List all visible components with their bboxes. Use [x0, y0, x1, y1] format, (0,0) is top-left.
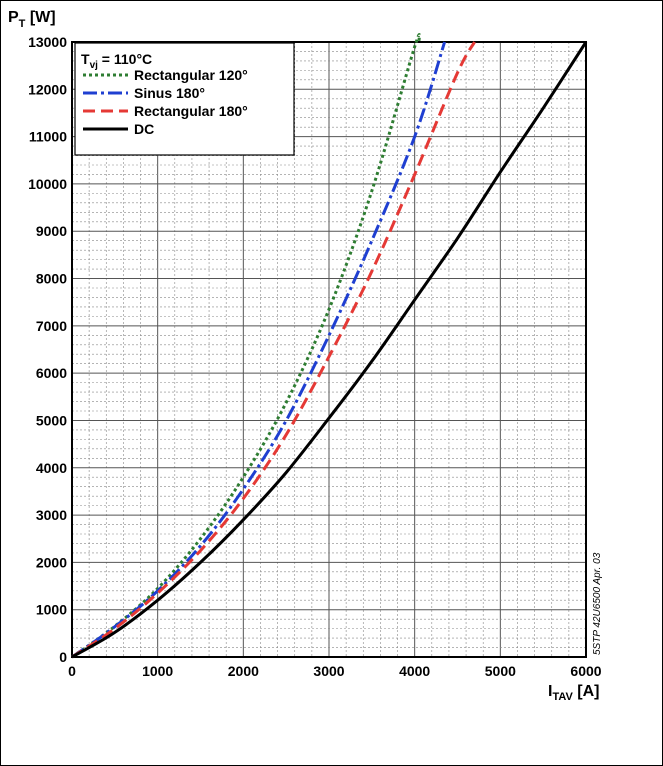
x-tick-label: 5000 [485, 663, 516, 679]
legend-box [74, 42, 295, 156]
x-axis-label-sub: TAV [552, 691, 573, 703]
y-tick-label: 11000 [29, 129, 67, 145]
y-tick-label: 6000 [36, 365, 67, 381]
series-line-0 [71, 33, 421, 659]
x-tick-label: 1000 [142, 663, 173, 679]
legend-entries: Rectangular 120° Sinus 180° Rectangular 18… [83, 67, 248, 137]
series-layer [71, 33, 588, 659]
y-axis-label-sub: T [19, 18, 26, 30]
series-line-1 [71, 41, 447, 659]
y-axis-label-main: P [8, 9, 19, 26]
y-tick-label: 0 [59, 649, 67, 665]
y-tick-label: 10000 [28, 176, 67, 192]
side-note: 5STP 42U6500 Apr. 03 [592, 552, 603, 655]
legend-title-rest: = 110°C [98, 51, 152, 67]
y-tick-label: 9000 [36, 223, 67, 239]
legend-label-1: Sinus 180° [134, 85, 205, 101]
y-tick-label: 3000 [36, 507, 67, 523]
y-tick-label: 5000 [36, 412, 67, 428]
legend-label-2: Rectangular 180° [134, 103, 248, 119]
y-axis-label: PT [W] [8, 9, 56, 30]
y-axis-label-unit: [W] [25, 9, 55, 26]
x-tick-label: 4000 [399, 663, 430, 679]
y-tick-label: 4000 [36, 460, 67, 476]
x-axis-label-unit: [A] [573, 683, 600, 700]
x-axis-label-main: I [548, 683, 552, 700]
series-line-2 [71, 41, 476, 659]
y-tick-label: 1000 [36, 602, 67, 618]
legend-label-0: Rectangular 120° [134, 67, 248, 83]
y-tick-label: 2000 [36, 554, 67, 570]
series-line-3 [71, 41, 588, 659]
x-tick-label: 0 [68, 663, 76, 679]
legend: Tvj = 110°C Rectangular 120°Sinus 180°Re… [74, 42, 295, 156]
x-tick-label: 6000 [570, 663, 601, 679]
x-axis-label: ITAV [A] [548, 683, 599, 703]
y-tick-label: 12000 [28, 81, 67, 97]
x-tick-label: 3000 [313, 663, 344, 679]
legend-label-3: DC [134, 121, 154, 137]
y-tick-label: 7000 [36, 318, 67, 334]
legend-title-main: T [81, 51, 90, 67]
plot-border [71, 41, 587, 658]
legend-title-sub: vj [90, 60, 99, 71]
y-tick-label: 13000 [28, 34, 67, 50]
legend-title: Tvj = 110°C [81, 51, 152, 71]
y-tick-label: 8000 [36, 271, 67, 287]
tick-labels: 0 1000 2000 3000 4000 5000 6000 0 1000 2000 3000 40… [28, 34, 602, 679]
x-tick-label: 2000 [228, 663, 259, 679]
